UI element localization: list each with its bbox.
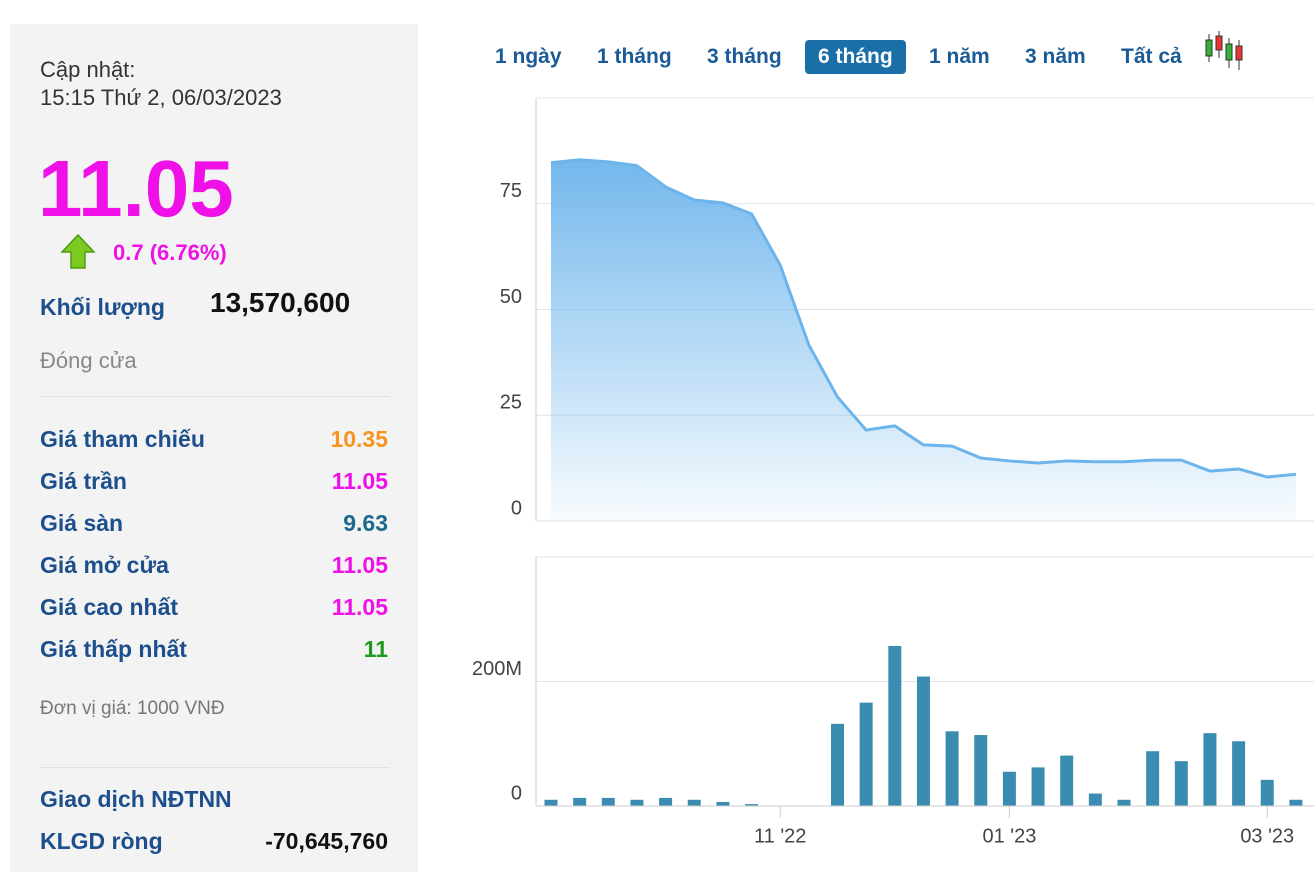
price-line: [550, 158, 1297, 479]
update-label: Cập nhật:: [40, 57, 136, 82]
row-value: 10.35: [330, 426, 388, 452]
y-tick-label: 75: [500, 180, 522, 202]
row-value: 11.05: [331, 552, 388, 578]
volume-bar: [1203, 733, 1217, 806]
volume-bar: [544, 799, 558, 806]
row-label: Giá sàn: [40, 510, 124, 536]
volume-bar: [1260, 779, 1274, 806]
volume-bar: [601, 797, 615, 806]
x-tick-label: 03 '23: [1240, 825, 1294, 847]
price-change: 0.7 (6.76%): [113, 240, 227, 265]
volume-bar: [1002, 771, 1016, 806]
range-tab[interactable]: 3 tháng: [707, 45, 782, 68]
range-tab[interactable]: 6 tháng: [805, 40, 906, 74]
foreign-title: Giao dịch NĐTNN: [40, 786, 232, 812]
row-label: Giá mở cửa: [40, 552, 169, 578]
net-value: -70,645,760: [265, 828, 388, 854]
status: Đóng cửa: [40, 348, 137, 373]
volume-bar: [916, 676, 930, 806]
range-tab[interactable]: 1 năm: [929, 45, 990, 68]
update-time: 15:15 Thứ 2, 06/03/2023: [40, 85, 282, 110]
volume-bar: [1088, 793, 1102, 806]
volume-bar: [1289, 799, 1303, 806]
range-tab[interactable]: 1 ngày: [495, 45, 562, 68]
y-tick-label: 25: [500, 392, 522, 414]
unit-note: Đơn vị giá: 1000 VNĐ: [40, 698, 225, 719]
volume-bar: [974, 735, 988, 806]
candlestick-toggle[interactable]: [1200, 30, 1250, 72]
volume-bar: [1232, 741, 1246, 806]
range-tab[interactable]: 3 năm: [1025, 45, 1086, 68]
separator: [40, 767, 390, 768]
row-label: Giá cao nhất: [40, 594, 179, 620]
y-tick-label: 50: [500, 286, 522, 308]
separator: [40, 396, 390, 397]
range-tab[interactable]: Tất cả: [1121, 45, 1182, 68]
volume-bar: [1031, 767, 1045, 806]
volume-bar: [1174, 761, 1188, 806]
volume-bar: [745, 804, 759, 806]
row-label: Giá tham chiếu: [40, 426, 205, 452]
volume: 13,570,600: [210, 287, 351, 318]
row-label: Giá trần: [40, 468, 127, 494]
y-tick-label: 0: [511, 782, 522, 804]
volume-bar: [1146, 751, 1160, 806]
quote-panel: Cập nhật: 15:15 Thứ 2, 06/03/2023 11.05 …: [10, 24, 418, 872]
row-value: 11.05: [331, 468, 388, 494]
volume-label: Khối lượng: [40, 294, 165, 320]
volume-bar: [945, 731, 959, 806]
row-value: 11: [363, 636, 388, 662]
range-tab[interactable]: 1 tháng: [597, 45, 672, 68]
up-arrow-icon: [60, 233, 96, 269]
volume-bar: [687, 799, 701, 806]
volume-bar: [630, 799, 644, 806]
row-label: Giá thấp nhất: [40, 636, 187, 662]
volume-bar: [573, 797, 587, 806]
row-value: 11.05: [331, 594, 388, 620]
net-label: KLGD ròng: [40, 828, 163, 854]
volume-bar: [716, 801, 730, 806]
y-tick-label: 200M: [472, 658, 522, 680]
y-tick-label: 0: [511, 497, 522, 519]
x-tick-label: 11 '22: [754, 825, 806, 847]
volume-bar: [1117, 799, 1131, 806]
row-value: 9.63: [343, 510, 388, 536]
volume-bar: [859, 702, 873, 806]
volume-bar: [831, 723, 844, 806]
volume-bar: [659, 797, 673, 806]
volume-bar: [888, 646, 902, 806]
area-fill: [551, 159, 1296, 521]
price: 11.05: [38, 144, 234, 233]
volume-bar: [1060, 755, 1074, 806]
x-tick-label: 01 '23: [982, 825, 1036, 847]
